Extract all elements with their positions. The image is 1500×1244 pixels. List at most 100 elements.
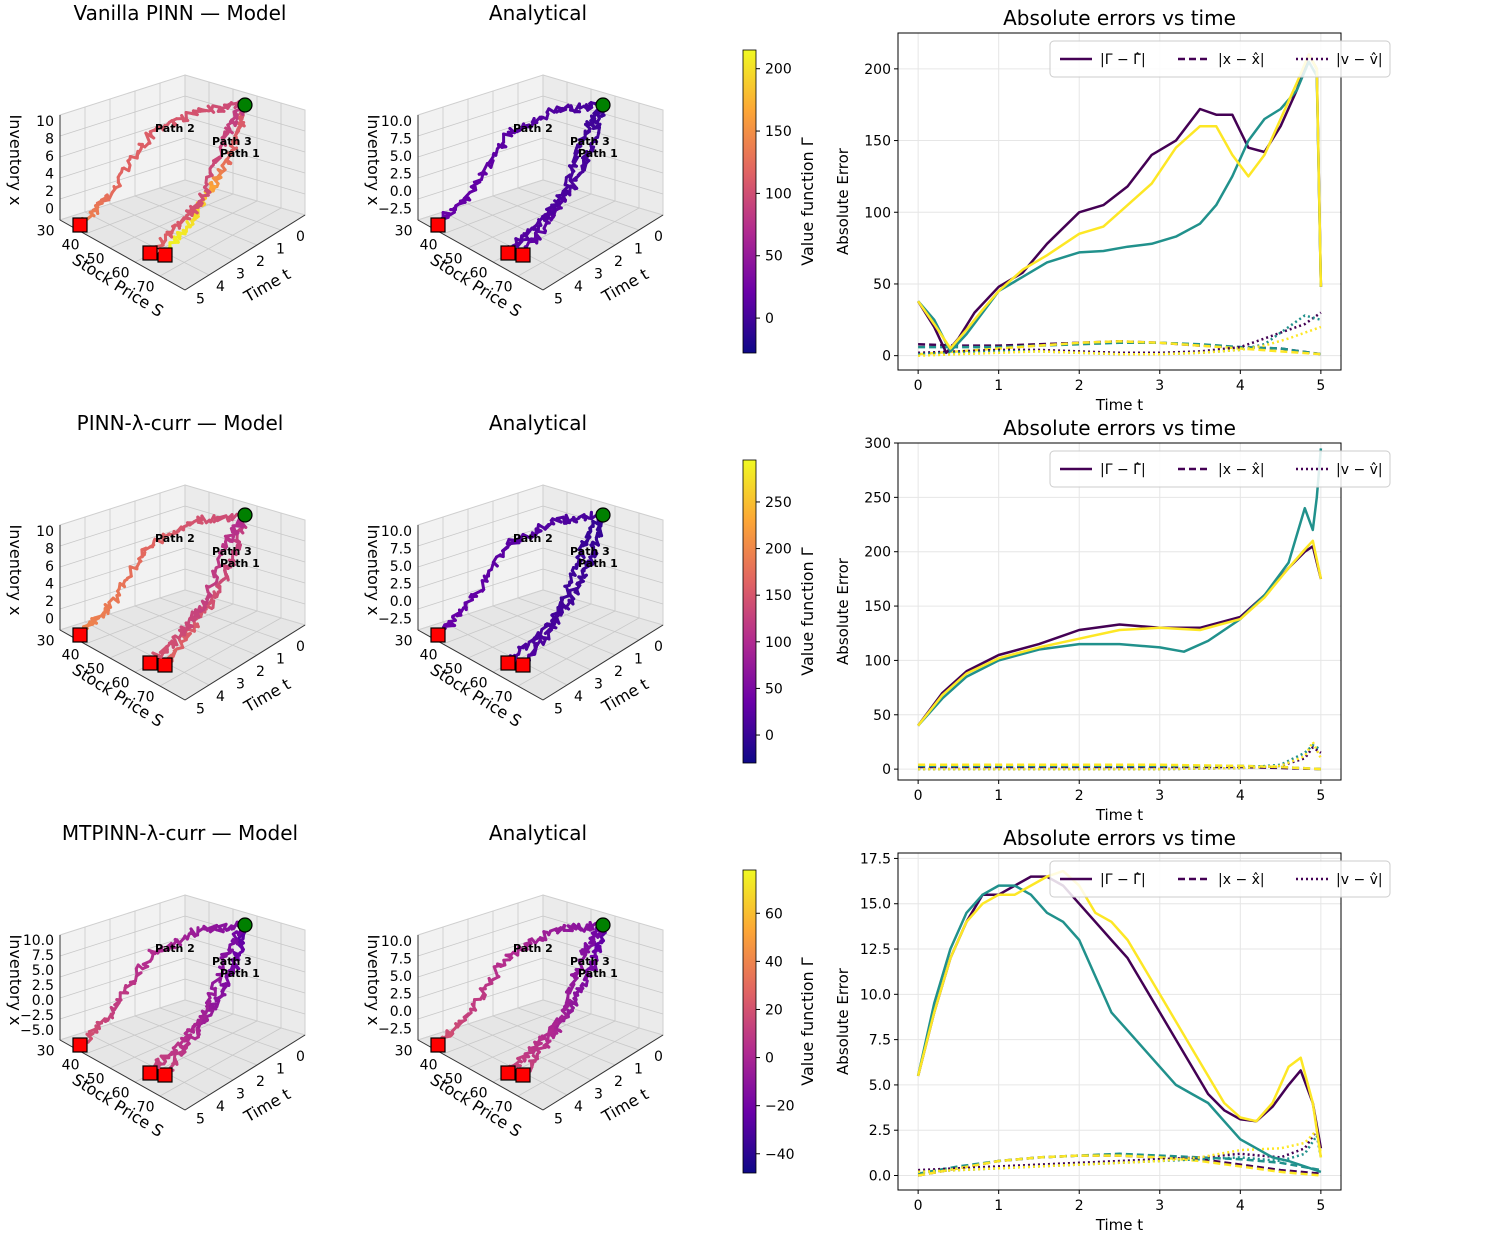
legend <box>1049 40 1391 78</box>
grid-line <box>442 621 568 686</box>
end-marker <box>515 657 531 673</box>
tick-label-inventory: 5.0 <box>32 963 54 979</box>
tick-label-price: 70 <box>137 689 155 705</box>
series-line <box>917 1154 1322 1177</box>
legend-label: |x − x̂| <box>1218 872 1265 888</box>
tick-label-time: 3 <box>594 266 603 282</box>
tick-label-inventory: 10 <box>36 524 54 540</box>
tick-label-inventory: 4 <box>45 167 54 183</box>
tick-label-inventory: 0.0 <box>390 1004 412 1020</box>
path-label: Path 2 <box>513 942 553 955</box>
tick-label-time: 1 <box>276 241 285 257</box>
tick-label-time: 5 <box>554 701 563 717</box>
y-axis-label: Absolute Error <box>834 147 852 255</box>
tick-label-inventory: 7.5 <box>390 952 412 968</box>
tick-label-inventory: 10.0 <box>381 114 412 130</box>
axis-label-inventory: Inventory x <box>6 525 25 616</box>
legend-label: |v − v̂| <box>1336 462 1383 478</box>
tick-label-time: 1 <box>634 241 643 257</box>
end-marker <box>72 217 88 233</box>
tick-label-time: 0 <box>296 1049 305 1065</box>
y-tick-label: 100 <box>864 205 891 221</box>
tick-label-price: 50 <box>445 1071 463 1087</box>
grid-line <box>517 1007 640 1051</box>
tick-label-time: 0 <box>654 229 663 245</box>
axis-label-time: Time t <box>240 1084 294 1126</box>
colorbar-tick-label: 50 <box>765 681 783 697</box>
x-axis-label: Time t <box>1095 806 1143 824</box>
legend-label: |Γ − Γ̂| <box>1100 462 1146 478</box>
tick-label-inventory: 10 <box>36 114 54 130</box>
colorbar <box>742 459 757 764</box>
tick-label-inventory: 8 <box>45 132 54 148</box>
figure-row-0: Vanilla PINN — Model10864203040506070543… <box>6 1 1391 414</box>
colorbar-label: Value function Γ <box>798 957 817 1085</box>
figure-row-1: PINN-λ-curr — Model108642030405060705432… <box>6 411 1391 824</box>
y-axis-label: Absolute Error <box>834 967 852 1075</box>
grid-line <box>184 505 306 542</box>
axis-label-inventory: Inventory x <box>6 115 25 206</box>
y-tick-label: 150 <box>864 599 891 615</box>
grid-line <box>542 957 664 994</box>
grid-line <box>184 526 306 563</box>
tick-label-inventory: 0.0 <box>390 184 412 200</box>
grid-line <box>492 1015 616 1066</box>
y-tick-label: 50 <box>873 277 891 293</box>
plot-frame <box>897 442 1342 781</box>
tick-label-time: 0 <box>654 639 663 655</box>
tick-label-inventory: 7.5 <box>390 542 412 558</box>
y-tick-label: 0 <box>882 349 891 365</box>
grid-line <box>184 547 306 584</box>
axis-time <box>184 1034 306 1111</box>
y-tick-label: 250 <box>864 490 891 506</box>
tick-label-price: 50 <box>87 1071 105 1087</box>
tick-label-price: 60 <box>470 1085 488 1101</box>
grid-line <box>417 915 544 957</box>
tick-label-time: 5 <box>554 291 563 307</box>
grid-line <box>417 936 544 978</box>
trajectory-segment <box>568 178 579 190</box>
grid-line <box>59 978 186 1020</box>
grid-line <box>417 95 544 137</box>
grid-line <box>59 505 186 547</box>
colorbar-tick-label: 0 <box>765 728 774 744</box>
grid-line <box>184 978 306 1015</box>
tick-label-inventory: 2.5 <box>32 978 54 994</box>
grid-line <box>159 1027 282 1097</box>
series-line <box>917 539 1323 727</box>
series-line <box>918 340 1321 356</box>
tick-label-time: 0 <box>296 639 305 655</box>
grid-line <box>59 915 186 957</box>
grid-line <box>84 596 210 645</box>
figure-row-2: MTPINN-λ-curr — Model10.07.55.02.50.0−2.… <box>6 821 1391 1234</box>
tick-label-time: 4 <box>216 689 225 705</box>
y-tick-label: 150 <box>864 134 891 150</box>
x-tick-label: 4 <box>1236 378 1245 394</box>
axis-label-inventory: Inventory x <box>6 935 25 1026</box>
start-marker <box>595 507 611 523</box>
series-line <box>916 884 1322 1174</box>
end-marker <box>500 245 516 261</box>
series-line <box>918 325 1322 357</box>
tick-label-time: 3 <box>594 1086 603 1102</box>
grid-line <box>84 186 210 235</box>
tick-label-inventory: −2.5 <box>378 202 412 218</box>
tick-label-price: 40 <box>420 237 438 253</box>
grid-line <box>542 137 664 174</box>
tick-label-price: 60 <box>470 675 488 691</box>
path-label: Path 3 <box>212 135 252 148</box>
grid-line <box>159 597 282 641</box>
tick-label-inventory: 0.0 <box>390 594 412 610</box>
colorbar-label: Value function Γ <box>798 547 817 675</box>
end-marker <box>142 245 158 261</box>
grid-line <box>542 547 664 584</box>
end-marker <box>500 1065 516 1081</box>
series-line <box>917 53 1323 350</box>
grid-line <box>542 978 664 1015</box>
grid-line <box>467 193 592 249</box>
x-tick-label: 0 <box>914 1198 923 1214</box>
end-marker <box>515 247 531 263</box>
legend <box>1049 450 1391 488</box>
colorbar-tick-label: 150 <box>765 588 792 604</box>
axis-time <box>542 624 664 701</box>
